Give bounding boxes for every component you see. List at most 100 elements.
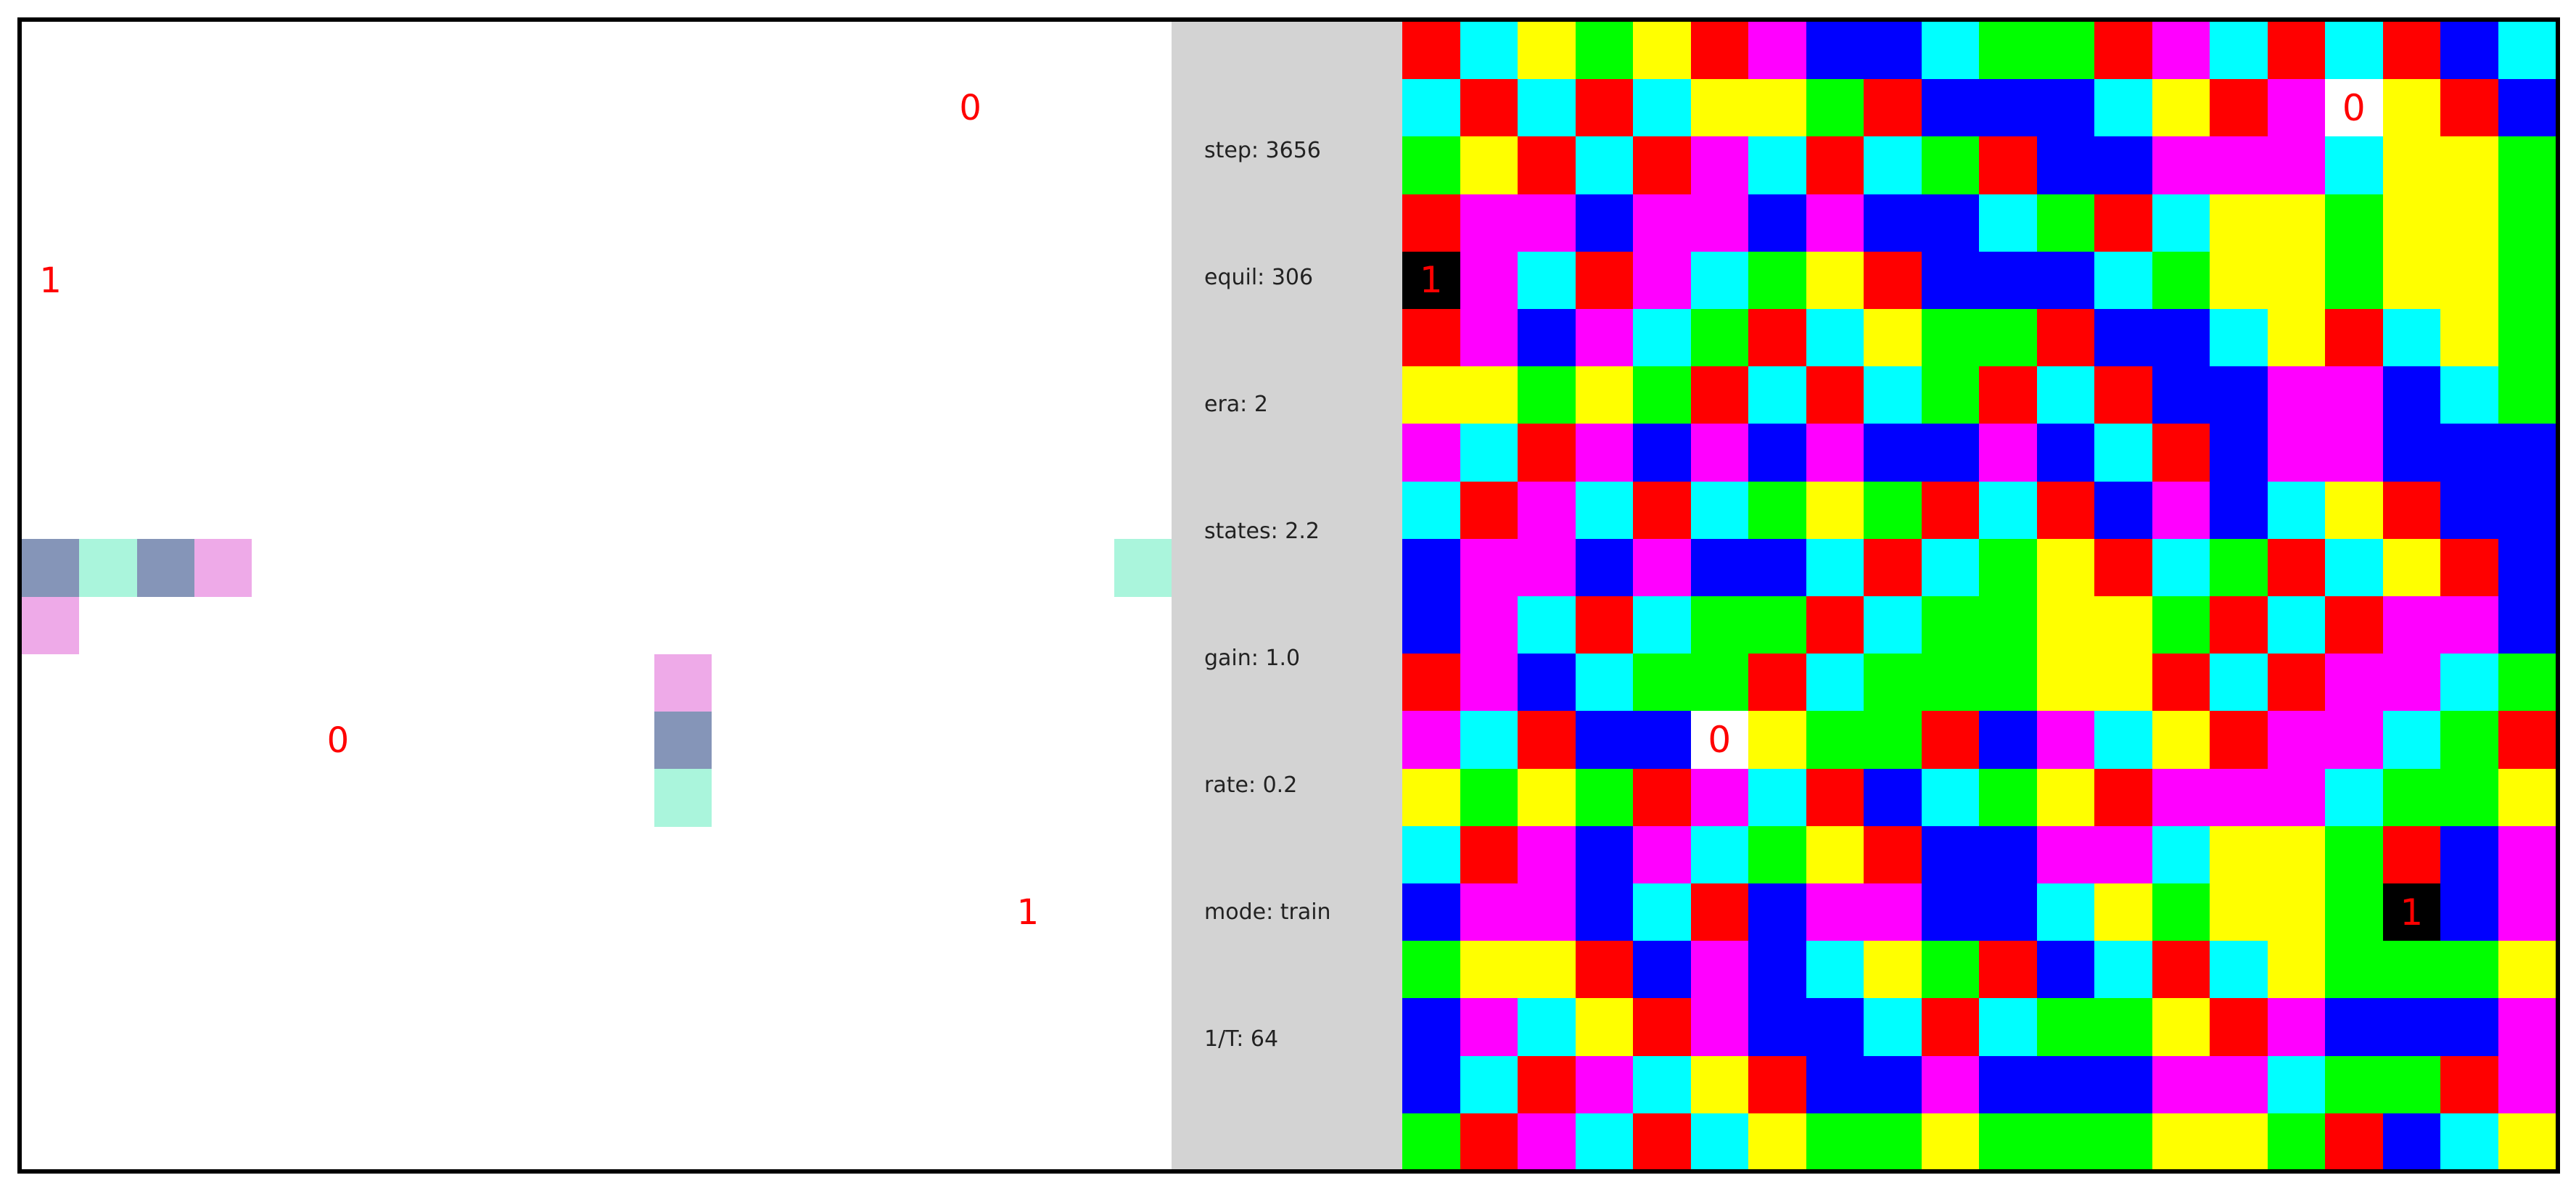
grid-cell bbox=[2498, 1055, 2556, 1114]
grid-cell bbox=[2498, 941, 2556, 999]
grid-cell bbox=[1979, 79, 2038, 137]
grid-cell bbox=[2152, 883, 2210, 941]
grid-cell bbox=[1921, 538, 1980, 597]
grid-cell bbox=[1460, 654, 1518, 712]
grid-cell bbox=[1806, 883, 1864, 941]
grid-cell bbox=[1518, 1055, 1576, 1114]
grid-cell bbox=[2325, 366, 2384, 424]
grid-cell bbox=[2094, 136, 2153, 195]
grid-cell bbox=[2210, 481, 2268, 540]
grid-cell bbox=[1518, 538, 1576, 597]
grid-cell bbox=[2498, 309, 2556, 367]
grid-cell bbox=[1864, 424, 1922, 482]
grid-cell bbox=[1748, 768, 1807, 827]
grid-cell bbox=[1921, 194, 1980, 252]
grid-cell bbox=[2382, 1113, 2441, 1171]
grid-cell bbox=[2267, 654, 2326, 712]
world-tile bbox=[654, 654, 712, 712]
grid-cell bbox=[1460, 883, 1518, 941]
stats-panel: step: 3656 equil: 306 era: 2 states: 2.2… bbox=[1172, 22, 1402, 1171]
stat-inverse-temperature: 1/T: 64 bbox=[1204, 1026, 1279, 1052]
stat-era: era: 2 bbox=[1204, 392, 1268, 417]
grid-cell bbox=[1518, 424, 1576, 482]
grid-cell bbox=[2325, 1055, 2384, 1114]
grid-cell bbox=[1921, 366, 1980, 424]
grid-cell bbox=[2498, 538, 2556, 597]
grid-cell bbox=[1690, 481, 1749, 540]
grid-cell bbox=[2440, 654, 2499, 712]
grid-cell bbox=[1979, 424, 2038, 482]
grid-cell bbox=[2210, 1055, 2268, 1114]
grid-cell bbox=[1690, 654, 1749, 712]
grid-cell bbox=[1402, 251, 1461, 310]
grid-cell bbox=[2094, 1055, 2153, 1114]
grid-cell bbox=[1460, 309, 1518, 367]
grid-cell bbox=[1690, 366, 1749, 424]
grid-cell bbox=[1518, 309, 1576, 367]
stat-equil: equil: 306 bbox=[1204, 265, 1314, 290]
grid-cell bbox=[1864, 136, 1922, 195]
grid-cell bbox=[1460, 424, 1518, 482]
grid-cell bbox=[1806, 22, 1864, 80]
grid-cell bbox=[1518, 79, 1576, 137]
grid-cell bbox=[1575, 251, 1634, 310]
grid-cell bbox=[2440, 481, 2499, 540]
grid-cell bbox=[1690, 22, 1749, 80]
grid-cell bbox=[2498, 79, 2556, 137]
grid-cell bbox=[1979, 711, 2038, 770]
grid-cell bbox=[2498, 654, 2556, 712]
grid-cell bbox=[2152, 1113, 2210, 1171]
grid-cell bbox=[1402, 998, 1461, 1057]
grid-cell bbox=[1575, 538, 1634, 597]
grid-cell bbox=[1864, 941, 1922, 999]
grid-cell bbox=[2152, 998, 2210, 1057]
grid-cell bbox=[2440, 22, 2499, 80]
grid-cell bbox=[1921, 941, 1980, 999]
grid-cell bbox=[2382, 309, 2441, 367]
grid-cell bbox=[1806, 768, 1864, 827]
grid-cell bbox=[2210, 22, 2268, 80]
grid-cell bbox=[1921, 711, 1980, 770]
grid-cell bbox=[1806, 136, 1864, 195]
grid-cell bbox=[2382, 883, 2441, 941]
grid-cell bbox=[2094, 22, 2153, 80]
grid-cell bbox=[2152, 194, 2210, 252]
stat-mode: mode: train bbox=[1204, 899, 1331, 925]
grid-cell bbox=[1864, 998, 1922, 1057]
grid-cell bbox=[2325, 883, 2384, 941]
grid-cell bbox=[2325, 654, 2384, 712]
grid-cell bbox=[1460, 79, 1518, 137]
grid-cell bbox=[2325, 941, 2384, 999]
grid-cell bbox=[1806, 538, 1864, 597]
grid-cell bbox=[1575, 654, 1634, 712]
stat-step: step: 3656 bbox=[1204, 138, 1321, 163]
grid-cell bbox=[2210, 136, 2268, 195]
grid-cell bbox=[2036, 309, 2095, 367]
grid-cell bbox=[2036, 366, 2095, 424]
grid-cell bbox=[2036, 711, 2095, 770]
grid-cell bbox=[2036, 883, 2095, 941]
grid-cell bbox=[2440, 825, 2499, 884]
grid-cell bbox=[2152, 768, 2210, 827]
grid-cell bbox=[1979, 22, 2038, 80]
grid-cell bbox=[1518, 1113, 1576, 1171]
grid-cell bbox=[1402, 194, 1461, 252]
world-tile bbox=[22, 539, 80, 597]
world-marker-label: 0 bbox=[326, 720, 350, 761]
grid-cell bbox=[2094, 481, 2153, 540]
grid-cell bbox=[1518, 366, 1576, 424]
grid-cell bbox=[2152, 711, 2210, 770]
grid-cell bbox=[1806, 366, 1864, 424]
grid-cell bbox=[2440, 998, 2499, 1057]
grid-cell bbox=[1518, 22, 1576, 80]
grid-cell bbox=[2210, 596, 2268, 654]
grid-cell bbox=[1806, 79, 1864, 137]
grid-cell bbox=[1690, 79, 1749, 137]
grid-cell bbox=[2036, 538, 2095, 597]
grid-cell bbox=[2498, 768, 2556, 827]
grid-cell bbox=[1979, 998, 2038, 1057]
world-tile bbox=[136, 539, 194, 597]
grid-cell bbox=[2498, 366, 2556, 424]
grid-cell bbox=[1748, 883, 1807, 941]
grid-cell bbox=[1921, 79, 1980, 137]
